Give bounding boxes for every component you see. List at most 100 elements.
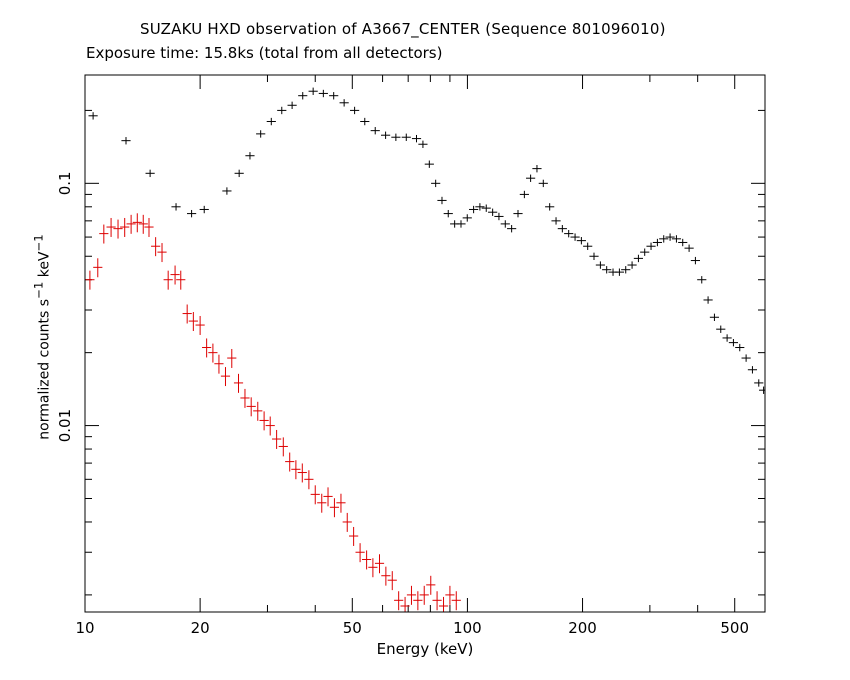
data-point [329,92,339,100]
data-point [88,112,98,120]
series-1 [88,87,765,394]
data-point [583,242,593,250]
data-point [754,379,764,387]
data-point [323,487,333,507]
data-point [595,261,605,269]
data-point [722,334,732,342]
data-point [394,591,404,611]
data-point [132,213,142,233]
data-point [456,220,466,228]
data-point [602,266,612,274]
data-point [697,276,707,284]
data-point [684,244,694,252]
data-point [85,270,95,290]
data-point [138,214,148,234]
data-point [157,243,167,263]
data-point [308,87,318,95]
axis-ticks [84,75,766,612]
data-point [246,397,256,417]
data-point [287,101,297,110]
data-point [202,338,212,358]
data-point [234,169,244,178]
y-axis-label: normalized counts s−1 keV−1 [31,234,53,440]
data-point [381,131,391,139]
data-point [298,92,308,100]
data-point [144,217,154,237]
data-point [151,237,161,257]
data-point [272,429,282,449]
data-point [469,205,479,214]
data-point [214,354,224,374]
data-point [494,212,504,221]
data-point [437,196,447,205]
x-tick-label: 200 [568,619,597,637]
data-point [431,179,441,188]
x-tick-label: 20 [191,619,210,637]
data-point [741,354,751,362]
data-point [488,208,498,216]
x-tick-label: 500 [720,619,749,637]
data-point [406,585,417,605]
data-point [145,169,155,178]
plot-frame [84,74,766,613]
data-point [355,543,365,563]
data-point [310,485,320,505]
data-point [120,217,130,237]
data-point [614,268,624,276]
data-point [220,367,231,387]
data-point [665,233,675,241]
data-point [368,558,378,578]
data-point [93,258,103,278]
data-point [557,225,567,233]
data-point [419,585,429,605]
data-point [481,204,491,212]
data-point [545,203,555,211]
data-point [513,209,523,218]
data-point [188,312,198,331]
data-point [387,571,397,591]
data-point [370,127,380,135]
data-point [222,187,232,195]
data-point [507,225,517,233]
data-point [163,270,173,290]
data-point [462,214,472,222]
data-point [187,209,197,218]
data-point [445,585,455,605]
data-point [678,238,688,247]
data-point [278,437,288,457]
data-point [318,89,328,98]
data-point [297,463,307,483]
data-point [716,325,726,333]
data-point [526,174,536,182]
data-point [640,248,650,256]
data-point [291,460,301,480]
data-point [329,498,340,518]
data-point [532,165,542,173]
data-point [659,235,669,243]
data-point [652,238,662,247]
data-point [171,203,181,211]
data-point [339,99,349,107]
data-point [349,526,359,546]
data-point [646,242,656,250]
data-point [633,254,644,263]
data-point [233,373,244,393]
data-point [253,401,263,421]
data-point [391,133,401,141]
data-point [113,219,123,239]
data-point [538,179,548,188]
data-point [418,140,428,148]
data-point [703,296,713,304]
tick-labels: 10 20 50 100 200 500 0.01 0.1 [56,171,749,637]
chart-subtitle: Exposure time: 15.8ks (total from all de… [86,44,443,62]
data-point [342,512,352,532]
data-point [99,224,109,244]
series-2 [85,213,461,612]
data-point [621,266,631,274]
data-point [443,209,453,218]
data-point [451,591,461,611]
data-point [576,237,586,245]
y-tick-label: 0.01 [56,409,74,442]
data-point [285,452,295,472]
